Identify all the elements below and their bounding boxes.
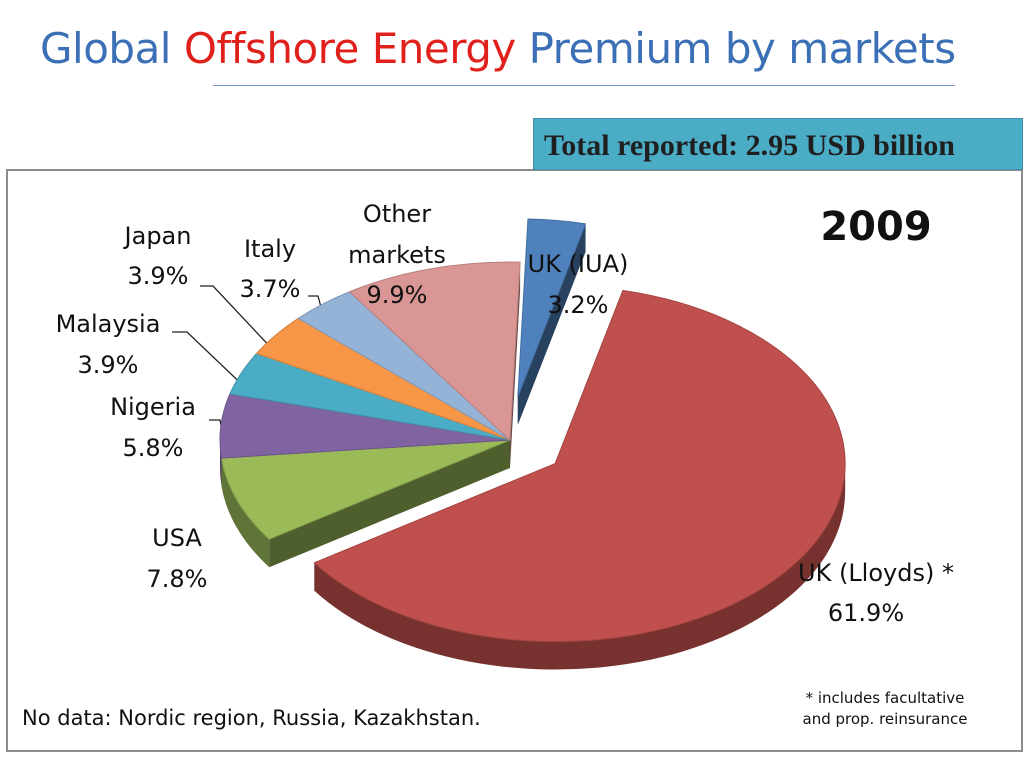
label-italy-name: Italy [244,235,296,263]
pie-slices [219,218,846,670]
page-title: Global Offshore Energy Premium by market… [40,24,956,73]
pie-side-2 [221,458,270,568]
label-japan-value: 3.9% [128,262,189,290]
label-lloyds-name: UK (Lloyds) * [798,559,954,587]
chart-frame [6,169,1023,752]
label-italy-value: 3.7% [240,275,301,303]
leader-line-3 [172,331,253,395]
pie-slice-2 [220,439,511,540]
label-lloyds-value: 61.9% [828,599,904,627]
label-other-name-1: Other [363,200,431,228]
footnote-line1: * includes facultative [805,689,965,707]
pie-side-1 [314,463,846,670]
label-japan-name: Japan [123,222,192,250]
label-nigeria-name: Nigeria [110,393,196,421]
pie-slice-0 [517,218,587,398]
label-malaysia-name: Malaysia [56,310,161,338]
pie-wall-2 [269,440,510,568]
pie-wall-0 [517,223,586,425]
label-ukiua-name: UK (IUA) [528,250,629,278]
title-underline [213,85,955,86]
title-part3: Premium by markets [515,24,957,73]
total-reported-text: Total reported: 2.95 USD billion [544,129,955,162]
title-part1: Global [40,24,184,73]
pie-slice-7 [348,261,521,442]
label-other-name-2: markets [348,241,446,269]
leader-line-0 [200,285,291,369]
label-malaysia-value: 3.9% [78,351,139,379]
chart-title: 2009 [820,204,931,250]
total-reported-box: Total reported: 2.95 USD billion [533,118,1023,170]
label-usa-name: USA [152,524,202,552]
label-nigeria-value: 5.8% [123,434,184,462]
label-ukiua-value: 3.2% [548,291,609,319]
pie-slice-1 [313,289,846,643]
footnote: * includes facultative and prop. reinsur… [780,688,990,730]
title-highlight: Offshore Energy [183,24,516,73]
no-data-note: No data: Nordic region, Russia, Kazakhst… [22,706,481,730]
label-usa-value: 7.8% [147,565,208,593]
label-other-value: 9.9% [367,281,428,309]
footnote-line2: and prop. reinsurance [802,710,968,728]
